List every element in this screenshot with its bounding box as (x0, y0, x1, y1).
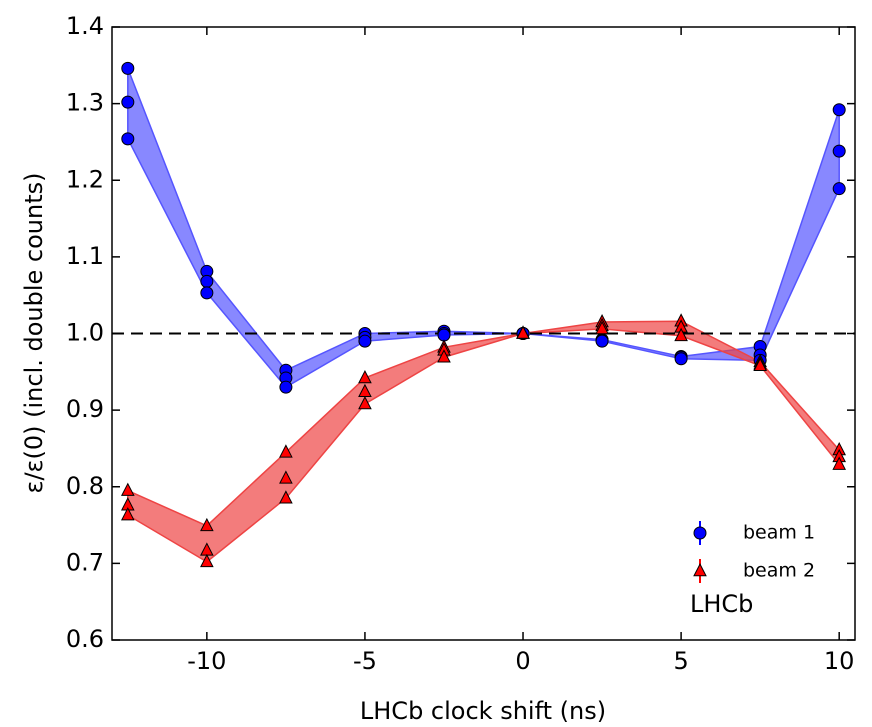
legend-label: beam 1 (743, 522, 815, 544)
x-tick-label: -10 (187, 647, 226, 675)
x-axis-label: LHCb clock shift (ns) (360, 697, 606, 725)
marker (120, 507, 135, 521)
marker (437, 349, 451, 363)
marker (200, 274, 214, 288)
marker (121, 132, 135, 146)
y-tick-label: 1.3 (66, 89, 104, 117)
marker (437, 328, 451, 342)
marker (832, 144, 846, 158)
marker (279, 470, 293, 484)
marker (120, 482, 135, 496)
x-tick-label: 0 (515, 647, 530, 675)
marker (832, 456, 847, 470)
y-axis-label: ε/ε(0) (incl. double counts) (20, 172, 48, 493)
marker (595, 320, 609, 335)
y-tick-label: 0.7 (66, 548, 104, 576)
marker (358, 369, 372, 384)
marker (121, 95, 135, 109)
marker (279, 380, 293, 394)
y-tick-label: 0.6 (66, 625, 104, 653)
legend-marker (693, 526, 707, 540)
marker (832, 103, 846, 117)
x-tick-label: 5 (673, 647, 688, 675)
marker (595, 334, 609, 348)
marker (279, 444, 293, 458)
marker (200, 553, 214, 568)
y-tick-label: 0.8 (66, 472, 104, 500)
marker (832, 182, 846, 196)
y-tick-label: 0.9 (66, 395, 104, 423)
y-tick-label: 1.0 (66, 319, 104, 347)
y-tick-label: 1.2 (66, 165, 104, 193)
marker (358, 395, 372, 410)
legend-marker (693, 563, 707, 577)
band (127, 68, 840, 389)
marker (200, 286, 214, 300)
x-tick-label: 10 (824, 647, 855, 675)
y-tick-label: 1.4 (66, 12, 104, 40)
marker (121, 61, 135, 75)
y-tick-label: 1.1 (66, 242, 104, 270)
annotation: LHCb (690, 590, 753, 618)
marker (674, 352, 688, 366)
marker (200, 517, 214, 532)
marker (516, 325, 530, 339)
marker (358, 334, 372, 348)
legend-label: beam 2 (743, 560, 815, 582)
marker (279, 490, 293, 504)
marker (674, 327, 688, 342)
x-tick-label: -5 (353, 647, 377, 675)
marker (753, 357, 767, 371)
